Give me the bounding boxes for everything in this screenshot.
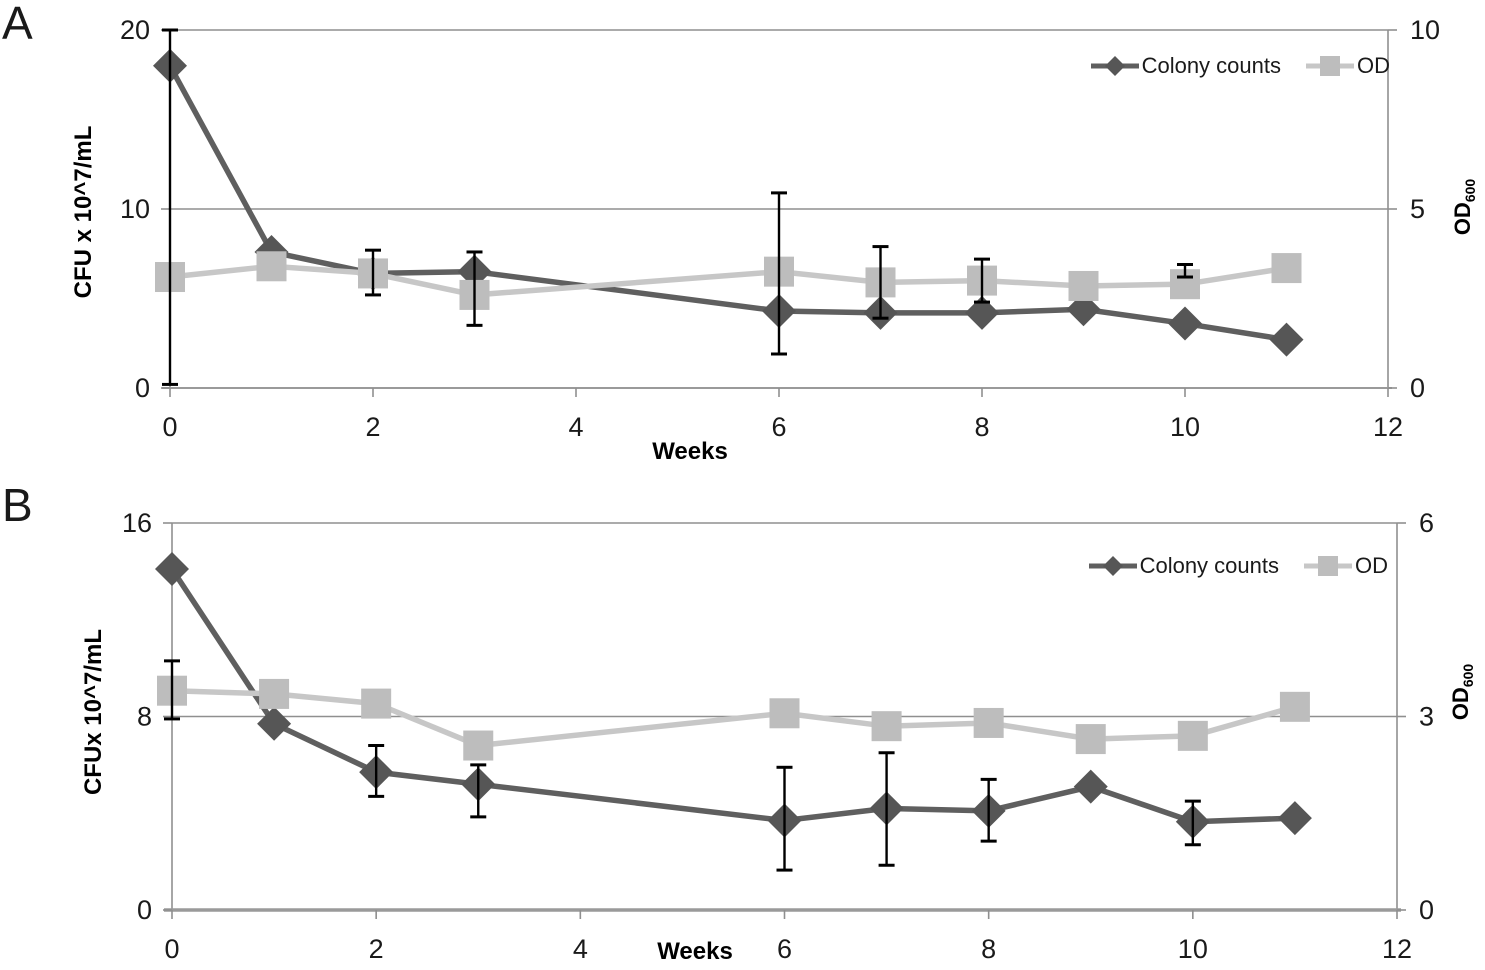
colony-legend-marker-icon xyxy=(1088,556,1137,576)
svg-text:3: 3 xyxy=(1419,702,1434,732)
od-legend-marker-icon xyxy=(1306,56,1354,76)
panel-b-legend-od: OD xyxy=(1303,553,1388,579)
panel-b-od-text: OD xyxy=(1448,687,1473,721)
panel-a-legend-od-label: OD xyxy=(1357,53,1390,78)
svg-text:0: 0 xyxy=(164,934,179,964)
svg-text:2: 2 xyxy=(365,412,380,442)
svg-text:10: 10 xyxy=(1410,15,1440,45)
svg-text:20: 20 xyxy=(120,15,150,45)
svg-text:0: 0 xyxy=(137,895,152,925)
panel-b-legend-colony: Colony counts xyxy=(1088,553,1279,579)
panel-a-legend-colony-label: Colony counts xyxy=(1141,53,1281,78)
svg-text:10: 10 xyxy=(120,194,150,224)
svg-text:6: 6 xyxy=(777,934,792,964)
panel-b-right-axis-title: OD600 xyxy=(1448,664,1476,720)
panel-a-left-axis-title: CFU x 10^7/mL xyxy=(70,125,97,299)
panel-a-legend-od: OD xyxy=(1305,53,1390,79)
svg-text:8: 8 xyxy=(137,702,152,732)
od-legend-marker-icon xyxy=(1304,556,1352,576)
svg-text:4: 4 xyxy=(573,934,588,964)
svg-text:16: 16 xyxy=(122,508,152,538)
panel-a-x-axis-title: Weeks xyxy=(652,438,728,465)
panel-a-legend: Colony counts OD xyxy=(1090,53,1390,79)
svg-text:0: 0 xyxy=(135,373,150,403)
panel-b-legend-colony-label: Colony counts xyxy=(1139,553,1279,578)
svg-text:5: 5 xyxy=(1410,194,1425,224)
svg-text:2: 2 xyxy=(369,934,384,964)
panel-a-letter: A xyxy=(2,0,33,49)
svg-text:6: 6 xyxy=(771,412,786,442)
panel-b-letter: B xyxy=(2,479,33,531)
svg-text:10: 10 xyxy=(1178,934,1208,964)
svg-text:0: 0 xyxy=(162,412,177,442)
svg-text:4: 4 xyxy=(568,412,583,442)
svg-text:0: 0 xyxy=(1410,373,1425,403)
svg-text:12: 12 xyxy=(1382,934,1412,964)
colony-legend-marker-icon xyxy=(1090,56,1139,76)
panel-b-legend-od-label: OD xyxy=(1355,553,1388,578)
svg-text:12: 12 xyxy=(1373,412,1403,442)
panel-a-od-text: OD xyxy=(1450,202,1475,236)
svg-text:10: 10 xyxy=(1170,412,1200,442)
panel-a-legend-colony: Colony counts xyxy=(1090,53,1281,79)
panel-b-x-axis-title: Weeks xyxy=(657,938,733,965)
svg-text:0: 0 xyxy=(1419,895,1434,925)
panel-a-od-subscript: 600 xyxy=(1462,178,1478,203)
svg-text:8: 8 xyxy=(974,412,989,442)
panel-b-od-subscript: 600 xyxy=(1460,663,1476,688)
svg-text:6: 6 xyxy=(1419,508,1434,538)
panel-b-left-axis-title: CFUx 10^7/mL xyxy=(80,628,107,796)
panel-a-right-axis-title: OD600 xyxy=(1450,179,1478,235)
panel-b-legend: Colony counts OD xyxy=(1088,553,1388,579)
svg-text:8: 8 xyxy=(981,934,996,964)
